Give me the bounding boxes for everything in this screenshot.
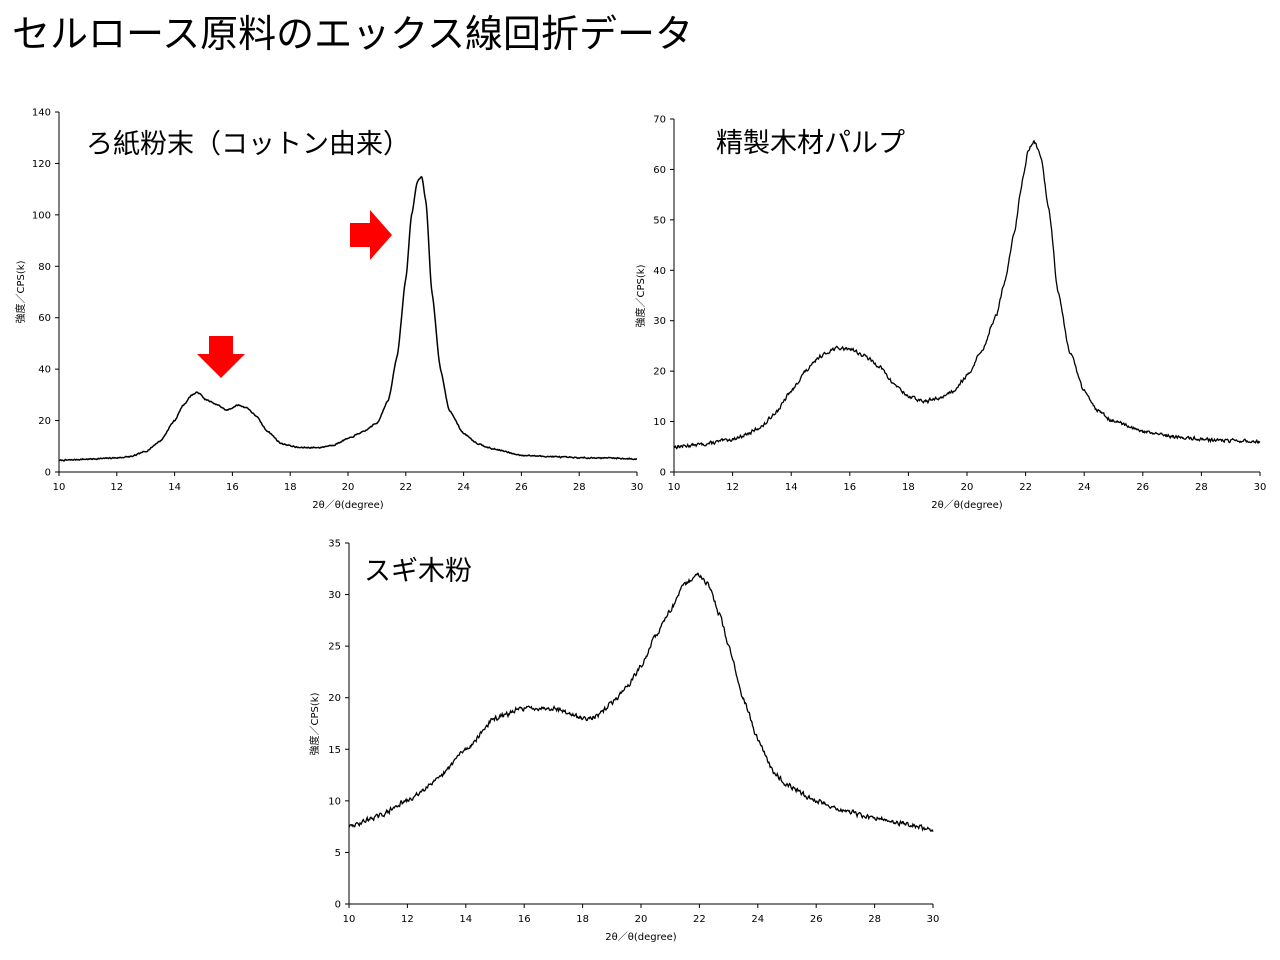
y-axis-label: 強度／CPS(k) [308,692,321,755]
x-tick-label: 12 [726,482,739,493]
y-tick-label: 120 [32,159,51,170]
arrow-right-icon [350,210,392,260]
x-tick-label: 22 [693,914,706,925]
y-ticks: 0 5 10 15 20 25 30 35 [328,539,349,911]
x-tick-label: 18 [576,914,589,925]
x-tick-label: 18 [902,482,915,493]
y-ticks: 0 10 20 30 40 50 60 70 [653,115,674,479]
x-tick-label: 26 [515,482,528,493]
y-tick-label: 15 [328,745,341,756]
x-tick-label: 14 [785,482,798,493]
x-tick-label: 26 [810,914,823,925]
chart-title: 精製木材パルプ [716,128,905,159]
x-tick-label: 16 [518,914,531,925]
y-tick-label: 80 [38,262,51,273]
x-tick-label: 16 [226,482,239,493]
data-line [348,572,934,833]
y-tick-label: 5 [335,848,341,859]
x-ticks: 10 12 14 16 18 20 22 24 26 28 30 [668,472,1267,493]
data-line [58,175,638,462]
x-tick-label: 18 [284,482,297,493]
data-line [673,139,1261,450]
x-tick-label: 20 [635,914,648,925]
x-tick-label: 26 [1136,482,1149,493]
x-tick-label: 22 [399,482,412,493]
x-ticks: 10 12 14 16 18 20 22 24 26 28 30 [343,904,940,925]
x-tick-label: 22 [1019,482,1032,493]
x-tick-label: 10 [343,914,356,925]
y-tick-label: 0 [45,468,51,479]
x-axis-label: 2θ／θ(degree) [931,499,1003,511]
y-ticks: 0 20 40 60 80 100 120 140 [32,108,59,479]
x-tick-label: 14 [168,482,181,493]
slide-title: セルロース原料のエックス線回折データ [12,12,693,56]
x-ticks: 10 12 14 16 18 20 22 24 26 28 30 [53,472,644,493]
chart-filter-paper: 0 20 40 60 80 100 120 140 10 12 14 16 18 20 22 24 26 28 3… [14,108,644,512]
y-axis-label: 強度／CPS(k) [14,260,27,323]
y-tick-label: 10 [328,796,341,807]
x-tick-label: 10 [53,482,66,493]
x-tick-label: 12 [110,482,123,493]
y-tick-label: 20 [653,367,666,378]
y-tick-label: 25 [328,642,341,653]
chart-title: スギ木粉 [364,556,472,587]
x-tick-label: 28 [1195,482,1208,493]
chart-title: ろ紙粉末（コットン由来） [86,129,410,160]
y-tick-label: 35 [328,539,341,550]
x-tick-label: 10 [668,482,681,493]
y-tick-label: 60 [653,165,666,176]
y-tick-label: 40 [38,365,51,376]
x-axis-label: 2θ／θ(degree) [312,499,384,511]
y-tick-label: 30 [328,590,341,601]
x-tick-label: 28 [573,482,586,493]
y-tick-label: 30 [653,316,666,327]
x-tick-label: 24 [751,914,764,925]
y-tick-label: 0 [335,900,341,911]
x-tick-label: 20 [342,482,355,493]
y-tick-label: 40 [653,266,666,277]
x-tick-label: 24 [1078,482,1091,493]
x-tick-label: 28 [868,914,881,925]
y-tick-label: 10 [653,417,666,428]
x-axis-label: 2θ／θ(degree) [605,931,677,943]
y-tick-label: 100 [32,210,51,221]
y-tick-label: 70 [653,115,666,126]
x-tick-label: 20 [961,482,974,493]
y-tick-label: 50 [653,215,666,226]
y-tick-label: 140 [32,108,51,119]
arrow-down-icon [197,336,245,378]
y-tick-label: 20 [38,416,51,427]
y-axis-label: 強度／CPS(k) [634,264,647,327]
y-tick-label: 20 [328,693,341,704]
x-tick-label: 30 [927,914,940,925]
chart-cedar-powder: 0 5 10 15 20 25 30 35 10 12 14 16 18 20 22 24 26 28 30 スギ… [308,539,940,944]
x-tick-label: 24 [457,482,470,493]
x-tick-label: 14 [459,914,472,925]
x-tick-label: 16 [843,482,856,493]
y-tick-label: 0 [660,468,666,479]
x-tick-label: 30 [1254,482,1267,493]
x-tick-label: 30 [631,482,644,493]
x-tick-label: 12 [401,914,414,925]
y-tick-label: 60 [38,313,51,324]
